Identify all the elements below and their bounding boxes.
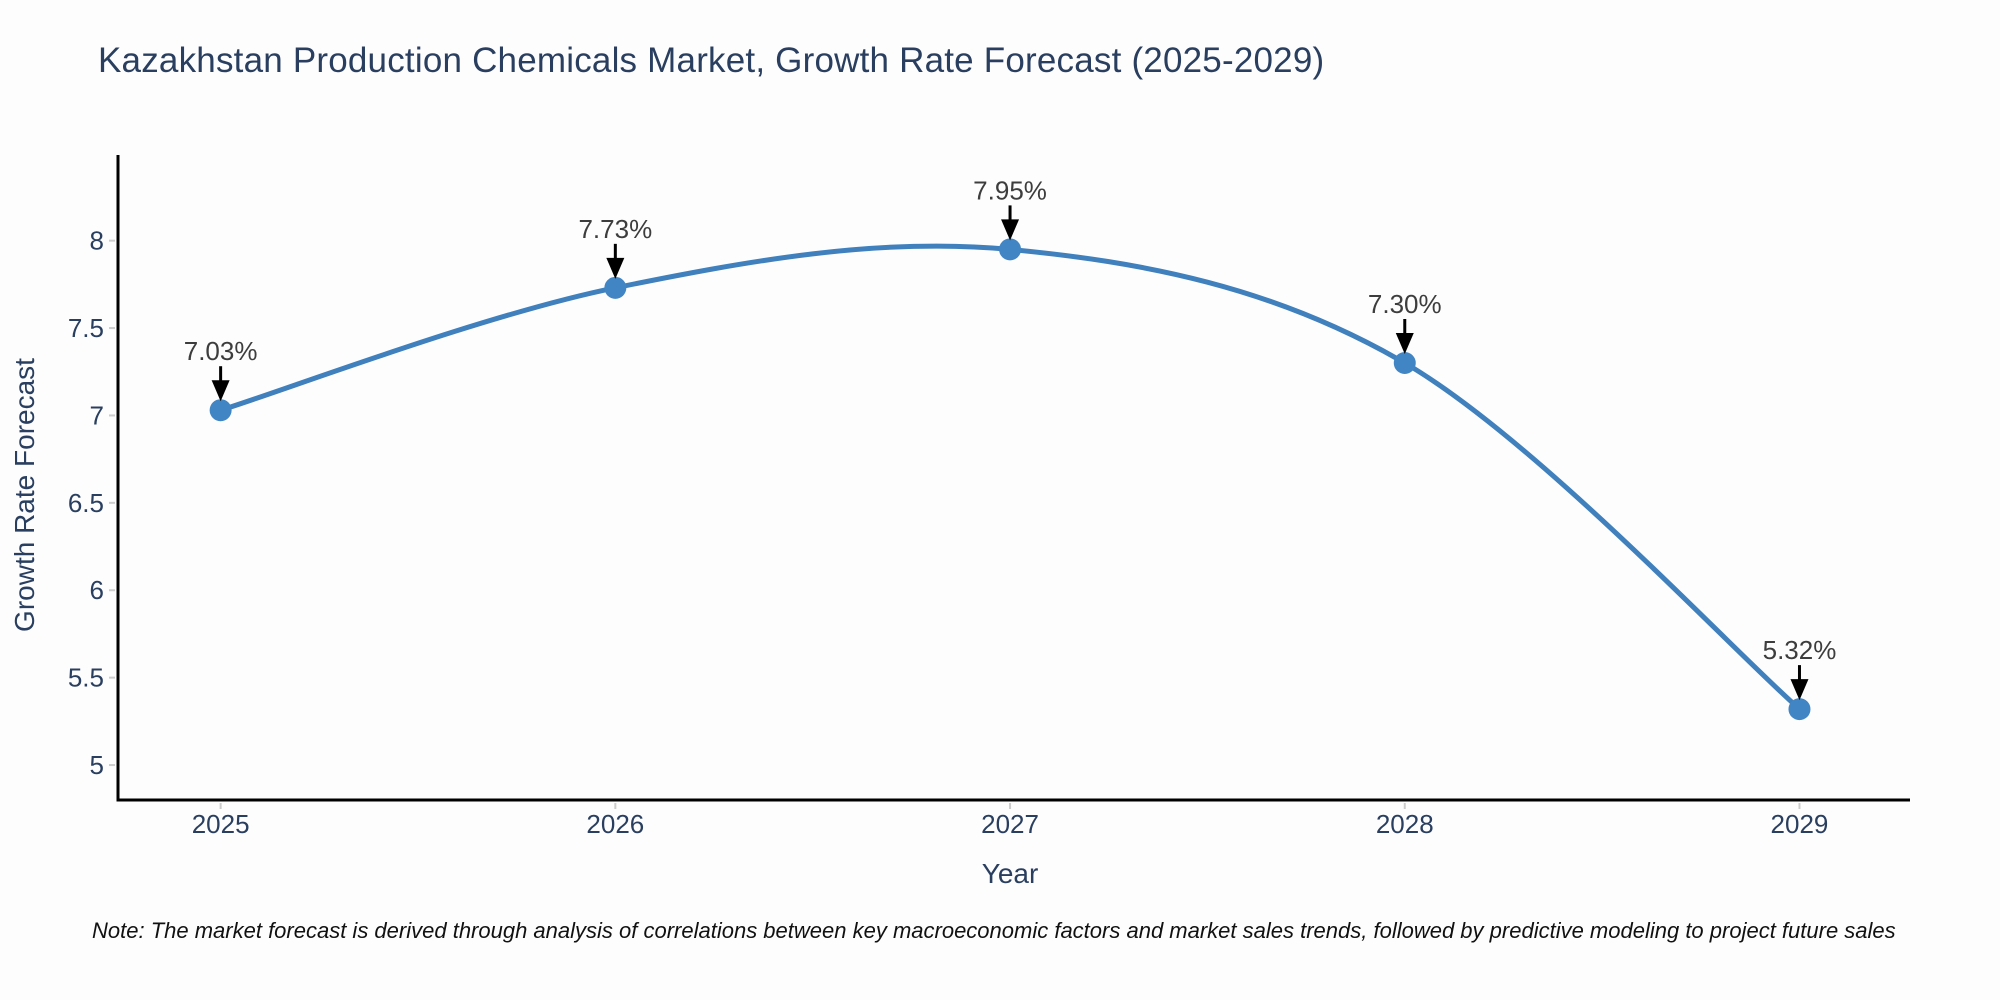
annotation-label-2027: 7.95% (973, 175, 1047, 205)
annotation-arrow-head (1790, 679, 1809, 701)
annotation-label-2029: 5.32% (1763, 635, 1837, 665)
x-tick-label-2029: 2029 (1771, 809, 1829, 839)
chart-title: Kazakhstan Production Chemicals Market, … (98, 41, 1325, 80)
axis-lines (116, 155, 1910, 802)
y-tick-label-5.5: 5.5 (68, 663, 104, 693)
y-tick-label-7.5: 7.5 (68, 313, 104, 343)
y-tick-label-5: 5 (90, 750, 104, 780)
chart-note: Note: The market forecast is derived thr… (92, 918, 1896, 943)
data-point-2027 (999, 238, 1022, 261)
data-point-2029 (1788, 698, 1811, 721)
x-tick-label-2025: 2025 (192, 809, 250, 839)
annotation-arrow-head (606, 257, 625, 279)
annotation-arrow-head (1001, 219, 1020, 241)
x-axis-label: Year (981, 858, 1039, 889)
x-tick-label-2026: 2026 (586, 809, 644, 839)
annotation-arrow-head (211, 380, 230, 402)
data-point-2028 (1393, 352, 1416, 375)
data-point-2025 (209, 399, 232, 422)
forecast-line (218, 243, 1802, 712)
annotation-arrow-head (1395, 333, 1414, 355)
y-tick-label-6: 6 (90, 575, 104, 605)
annotation-label-2025: 7.03% (184, 336, 258, 366)
annotation-label-2026: 7.73% (578, 214, 652, 244)
y-tick-label-7: 7 (90, 400, 104, 430)
annotation-label-2028: 7.30% (1368, 289, 1442, 319)
x-tick-label-2028: 2028 (1376, 809, 1434, 839)
y-tick-label-6.5: 6.5 (68, 488, 104, 518)
data-point-2026 (604, 276, 627, 299)
y-tick-label-8: 8 (90, 226, 104, 256)
x-tick-label-2027: 2027 (981, 809, 1039, 839)
